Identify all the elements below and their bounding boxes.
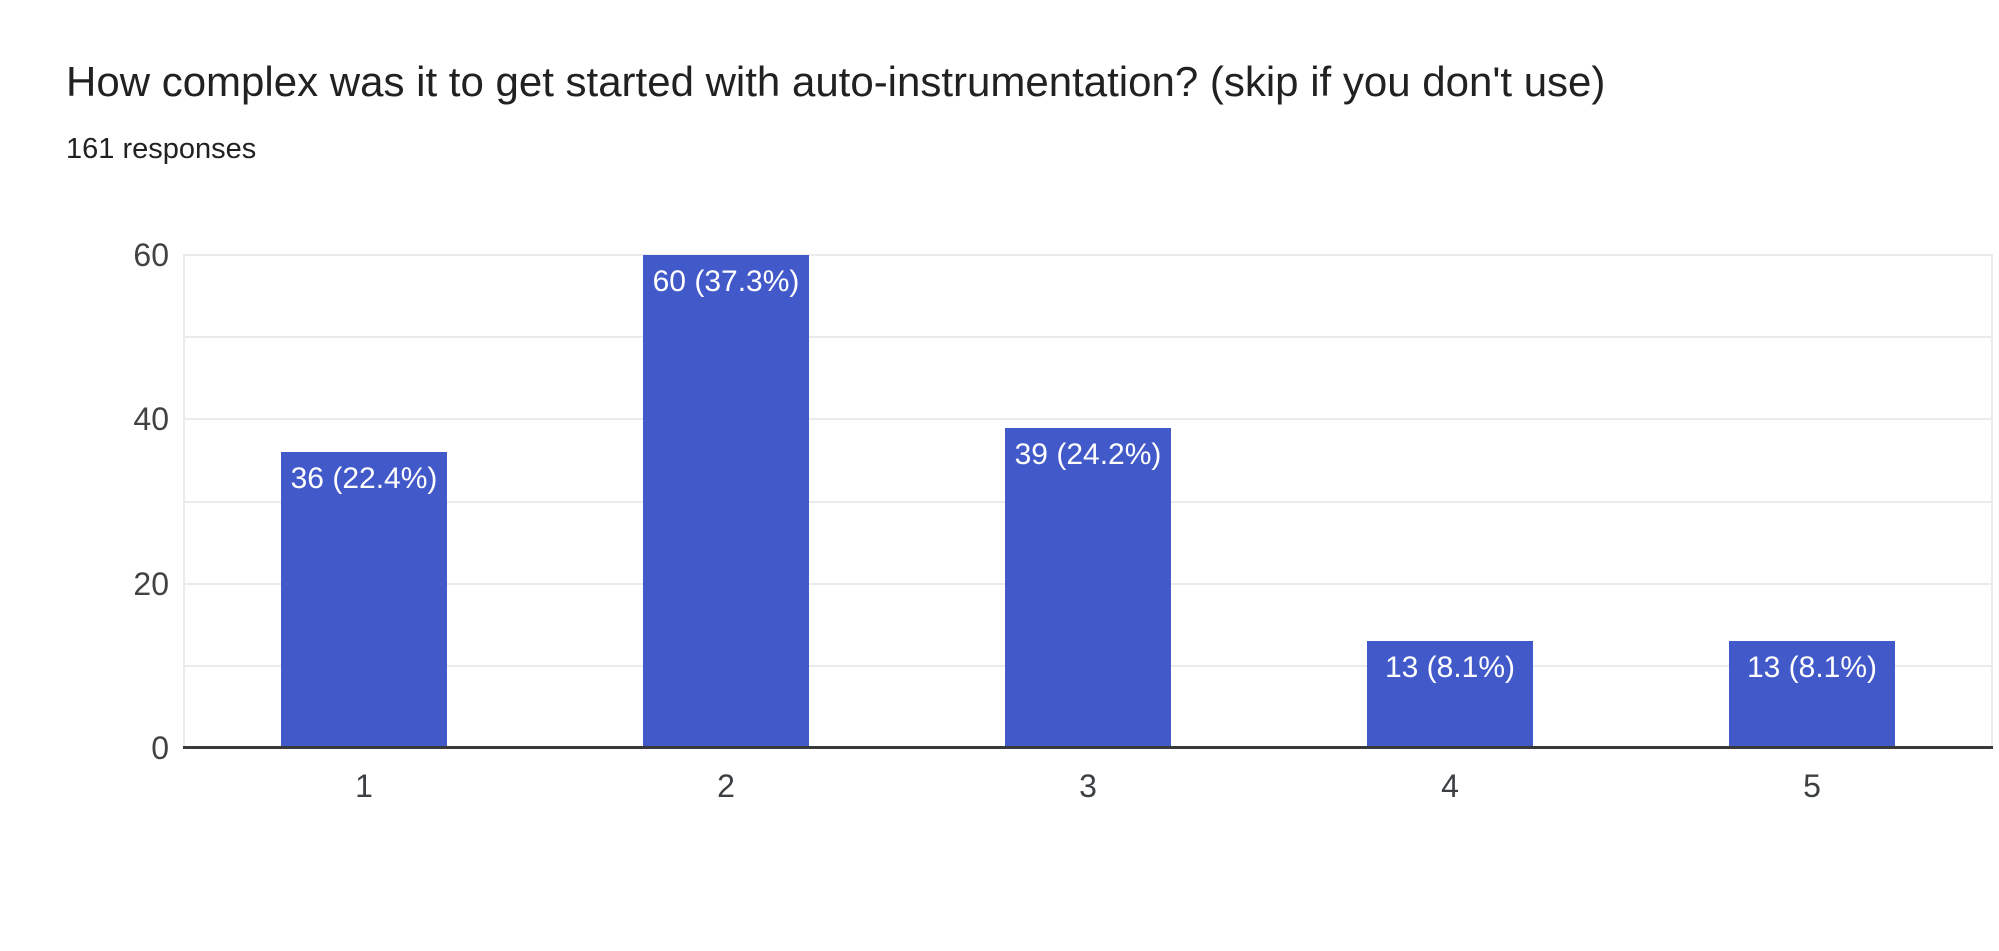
bar-value-label: 13 (8.1%) — [1746, 651, 1878, 684]
y-tick-label-60: 60 — [133, 237, 169, 273]
y-axis: 0 20 40 60 — [0, 237, 169, 766]
gridline-40 — [183, 418, 1993, 421]
x-tick-label-1: 1 — [355, 768, 373, 804]
response-count: 161 responses — [66, 133, 257, 165]
bar-value-label: 60 (37.3%) — [652, 265, 800, 298]
x-axis-line — [183, 746, 1993, 749]
bar-category-5: 13 (8.1%) — [1729, 641, 1895, 748]
plot-left-border — [183, 255, 185, 748]
y-tick-label-0: 0 — [151, 730, 169, 766]
bar-value-label: 39 (24.2%) — [1014, 438, 1162, 471]
bar-category-4: 13 (8.1%) — [1367, 641, 1533, 748]
plot-right-border — [1991, 255, 1993, 748]
y-tick-label-20: 20 — [133, 566, 169, 602]
gridline-50 — [183, 336, 1993, 339]
bar-value-label: 36 (22.4%) — [290, 462, 438, 495]
x-axis: 1 2 3 4 5 — [183, 764, 1993, 808]
question-title: How complex was it to get started with a… — [66, 58, 1606, 105]
y-tick-label-40: 40 — [133, 401, 169, 437]
plot-area: 36 (22.4%) 60 (37.3%) 39 (24.2%) 13 (8.1%) 1… — [183, 254, 1993, 749]
bar-category-3: 39 (24.2%) — [1005, 428, 1171, 748]
x-tick-label-4: 4 — [1441, 768, 1459, 804]
x-tick-label-3: 3 — [1079, 768, 1097, 804]
bar-category-2: 60 (37.3%) — [643, 255, 809, 748]
x-tick-label-2: 2 — [717, 768, 735, 804]
bar-value-label: 13 (8.1%) — [1384, 651, 1516, 684]
bar-category-1: 36 (22.4%) — [281, 452, 447, 748]
gridline-60 — [183, 254, 1993, 256]
x-tick-label-5: 5 — [1803, 768, 1821, 804]
